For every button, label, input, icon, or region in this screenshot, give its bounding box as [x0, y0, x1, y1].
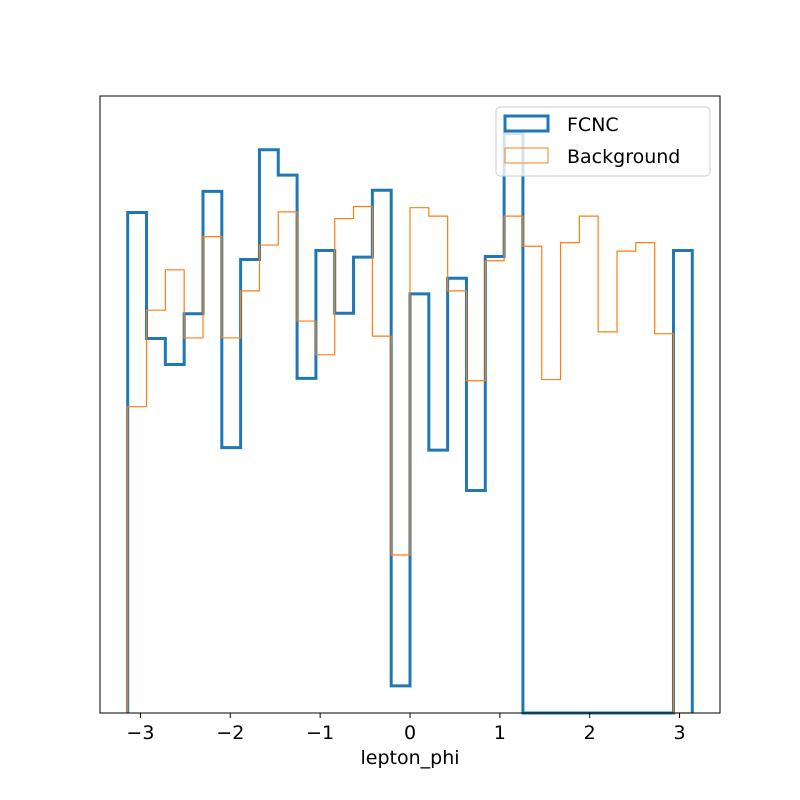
x-tick-label: −2	[216, 722, 244, 744]
x-axis: −3 −2 −1 0 1 2 3	[126, 713, 686, 744]
x-tick-label: −3	[126, 722, 154, 744]
series-background-step-line	[127, 205, 693, 714]
legend-label-fcnc: FCNC	[567, 114, 619, 136]
x-tick-label: 3	[674, 722, 686, 744]
x-tick-label: 0	[404, 722, 416, 744]
x-axis-label: lepton_phi	[360, 747, 459, 769]
legend-swatch-background	[504, 147, 549, 164]
legend-label-background: Background	[567, 146, 680, 168]
x-tick-label: −1	[306, 722, 334, 744]
x-tick-label: 2	[584, 722, 596, 744]
legend-swatch-fcnc	[503, 114, 550, 133]
x-tick-label: 1	[494, 722, 506, 744]
legend: FCNC Background	[495, 106, 711, 177]
